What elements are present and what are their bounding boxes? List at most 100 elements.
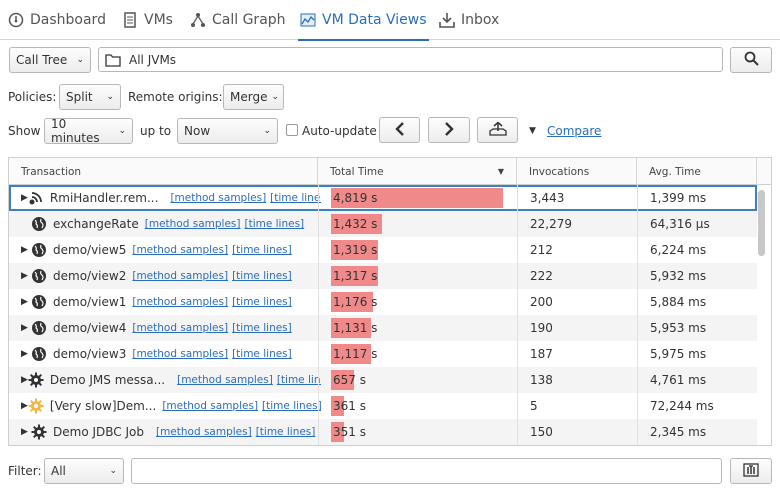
invocations-value: 3,443 — [530, 191, 565, 205]
column-header-invocations[interactable]: Invocations — [517, 158, 637, 185]
table-row[interactable]: ▶ demo/view5 [method samples] [time lines] 1… — [9, 237, 757, 263]
avg-time-value: 5,932 ms — [650, 269, 707, 283]
table-row[interactable]: ▶ [Very slow] Dem... [method samples] [time… — [9, 393, 757, 419]
compare-toggle-icon[interactable]: ▼ — [529, 126, 536, 136]
time-lines-link[interactable]: [time lines] — [232, 296, 292, 308]
avg-time-value: 5,884 ms — [650, 295, 707, 309]
time-lines-link[interactable]: [time lines] — [255, 426, 316, 438]
tab-label: Call Graph — [212, 12, 286, 28]
table-row[interactable]: ▶ demo/view2 [method samples] [time lines] 1… — [9, 263, 757, 289]
total-time-bar — [331, 188, 503, 208]
next-button[interactable] — [428, 117, 470, 143]
method-samples-link[interactable]: [method samples] — [132, 348, 229, 360]
time-lines-link[interactable]: [time lines] — [232, 322, 292, 334]
view-type-select[interactable]: Call Tree ⌄ — [9, 47, 91, 73]
tab-inbox[interactable]: Inbox — [439, 0, 499, 40]
avg-time-value: 1,399 ms — [650, 191, 707, 205]
time-lines-link[interactable]: [time lines] — [262, 400, 321, 412]
show-period-value: 10 minutes — [51, 117, 100, 145]
expand-triangle-icon[interactable]: ▶ — [21, 375, 28, 385]
row-transaction-name: Dem... — [116, 399, 157, 413]
policies-select[interactable]: Split ⌄ — [59, 84, 121, 110]
avg-time-value: 5,975 ms — [650, 347, 707, 361]
expand-triangle-icon[interactable]: ▶ — [21, 297, 28, 307]
export-button[interactable] — [477, 117, 518, 143]
expand-triangle-icon[interactable]: ▶ — [21, 427, 28, 437]
time-lines-link[interactable]: [time lines] — [270, 192, 321, 204]
tab-dashboard[interactable]: Dashboard — [8, 0, 106, 40]
time-lines-link[interactable]: [time lines] — [232, 270, 292, 282]
total-time-bar — [331, 214, 382, 234]
expand-triangle-icon[interactable]: ▶ — [21, 349, 28, 359]
expand-triangle-icon[interactable]: ▶ — [21, 245, 28, 255]
filter-input[interactable] — [131, 458, 722, 484]
invocations-value: 22,279 — [530, 217, 572, 231]
expand-triangle-icon[interactable]: ▶ — [21, 271, 28, 281]
vm-data-views-icon — [300, 12, 316, 28]
table-scrollbar[interactable] — [756, 186, 766, 444]
rmi-icon — [28, 190, 44, 206]
up-to-select[interactable]: Now ⌄ — [177, 118, 278, 144]
method-samples-link[interactable]: [method samples] — [132, 270, 229, 282]
show-period-select[interactable]: 10 minutes ⌄ — [44, 117, 133, 145]
time-lines-link[interactable]: [time lines] — [244, 218, 305, 230]
time-lines-link[interactable]: [time lines] — [232, 244, 292, 256]
remote-origins-select[interactable]: Merge ⌄ — [223, 84, 284, 110]
remote-origins-value: Merge — [230, 90, 268, 104]
scrollbar-thumb[interactable] — [758, 190, 765, 256]
total-time-bar — [331, 370, 354, 390]
total-time-bar — [331, 396, 344, 416]
method-samples-link[interactable]: [method samples] — [132, 322, 229, 334]
expand-triangle-icon[interactable]: ▶ — [21, 193, 28, 203]
time-lines-link[interactable]: [time lines] — [232, 348, 292, 360]
previous-button[interactable] — [379, 117, 420, 143]
filter-label: Filter: — [8, 464, 42, 478]
search-button[interactable] — [730, 47, 772, 73]
time-lines-link[interactable]: [time lines] — [276, 374, 321, 386]
method-samples-link[interactable]: [method samples] — [162, 400, 259, 412]
filter-options-button[interactable] — [730, 458, 772, 484]
search-icon — [744, 51, 759, 69]
method-samples-link[interactable]: [method samples] — [170, 192, 267, 204]
table-row[interactable]: exchangeRate [method samples] [time lines]… — [9, 211, 757, 237]
total-time-value: 1,317 s — [333, 269, 378, 283]
invocations-value: 212 — [530, 243, 553, 257]
compare-link[interactable]: Compare — [547, 124, 602, 138]
sort-descending-icon: ▼ — [497, 167, 504, 176]
globe-icon — [31, 268, 47, 284]
table-row[interactable]: ▶ RmiHandler.rem... [method samples] [time … — [9, 185, 757, 211]
total-time-value: 657 s — [333, 373, 366, 387]
avg-time-value: 4,761 ms — [650, 373, 707, 387]
jvm-selector[interactable]: All JVMs — [98, 47, 723, 72]
expand-triangle-icon[interactable]: ▶ — [21, 323, 28, 333]
expand-triangle-icon[interactable]: ▶ — [21, 401, 28, 411]
table-row[interactable]: ▶ demo/view3 [method samples] [time lines] 1… — [9, 341, 757, 367]
method-samples-link[interactable]: [method samples] — [155, 426, 252, 438]
tab-vms[interactable]: VMs — [122, 0, 173, 40]
total-time-value: 1,432 s — [333, 217, 378, 231]
view-type-value: Call Tree — [16, 53, 68, 67]
column-header-transaction[interactable]: Transaction — [9, 158, 318, 185]
method-samples-link[interactable]: [method samples] — [132, 296, 229, 308]
globe-icon — [31, 346, 47, 362]
table-row[interactable]: ▶ demo/view1 [method samples] [time lines] 1… — [9, 289, 757, 315]
method-samples-link[interactable]: [method samples] — [144, 218, 241, 230]
gear-icon — [31, 424, 47, 440]
folder-icon — [105, 53, 121, 67]
table-row[interactable]: ▶ Demo JMS messa... [method samples] [time … — [9, 367, 757, 393]
chevron-down-icon: ⌄ — [109, 466, 117, 476]
column-header-avg-time[interactable]: Avg. Time — [637, 158, 757, 185]
table-row[interactable]: ▶ demo/view4 [method samples] [time lines] 1… — [9, 315, 757, 341]
method-samples-link[interactable]: [method samples] — [132, 244, 229, 256]
globe-icon — [31, 294, 47, 310]
table-row[interactable]: ▶ Demo JDBC Job [method samples] [time line… — [9, 419, 757, 445]
chevron-down-icon: ⌄ — [106, 92, 114, 102]
row-transaction-name: demo/view3 — [53, 347, 127, 361]
filter-type-select[interactable]: All ⌄ — [44, 458, 124, 484]
auto-update-checkbox[interactable] — [286, 124, 298, 136]
column-header-total-time[interactable]: Total Time ▼ — [318, 158, 517, 185]
row-transaction-name: Demo JDBC Job — [53, 425, 144, 439]
tab-call-graph[interactable]: Call Graph — [190, 0, 286, 40]
method-samples-link[interactable]: [method samples] — [177, 374, 273, 386]
tab-vm-data-views[interactable]: VM Data Views — [298, 0, 429, 41]
